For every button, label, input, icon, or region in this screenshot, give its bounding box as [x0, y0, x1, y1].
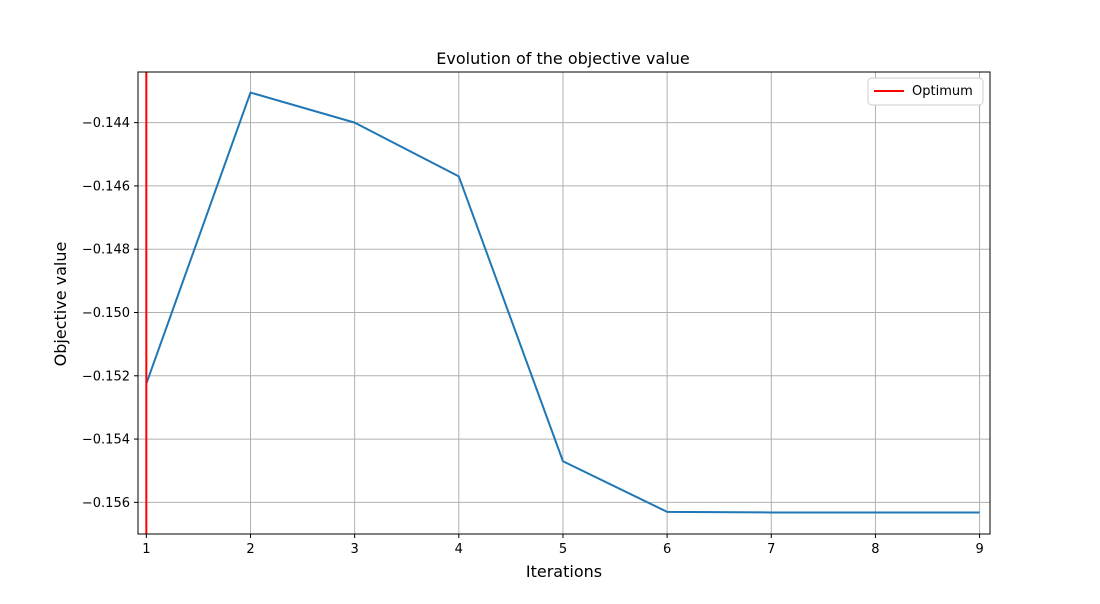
y-tick-label: −0.144: [82, 116, 130, 131]
y-tick-label: −0.152: [82, 369, 130, 384]
x-tick-label: 3: [351, 542, 359, 557]
plot-area-frame: [137, 71, 991, 535]
tick-layer: 1 2 3 4 5 6 7 8 9 −0.144 −0.146 −0.148 −0.150 −0.152 −…: [82, 116, 984, 557]
x-tick-label: 6: [663, 542, 671, 557]
axes-layer: [137, 71, 991, 535]
y-tick-label: −0.156: [82, 496, 130, 511]
legend-label-optimum: Optimum: [912, 84, 973, 99]
y-axis-label: Objective value: [51, 242, 70, 367]
chart-title: Evolution of the objective value: [436, 49, 689, 68]
y-tick-label: −0.146: [82, 179, 130, 194]
x-tick-label: 2: [246, 542, 254, 557]
y-tick-label: −0.148: [82, 243, 130, 258]
y-tick-label: −0.150: [82, 306, 130, 321]
grid-layer: [138, 72, 990, 534]
legend-box: [867, 77, 984, 106]
x-tick-label: 1: [142, 542, 150, 557]
series-line: [145, 91, 980, 514]
x-tick-label: 7: [767, 542, 775, 557]
series-layer: [145, 72, 980, 534]
x-axis-label: Iterations: [526, 562, 602, 581]
x-tick-label: 4: [455, 542, 463, 557]
x-tick-label: 8: [871, 542, 879, 557]
x-tick-label: 5: [559, 542, 567, 557]
legend: Optimum: [867, 77, 984, 106]
y-tick-label: −0.154: [82, 433, 130, 448]
x-tick-label: 9: [975, 542, 983, 557]
